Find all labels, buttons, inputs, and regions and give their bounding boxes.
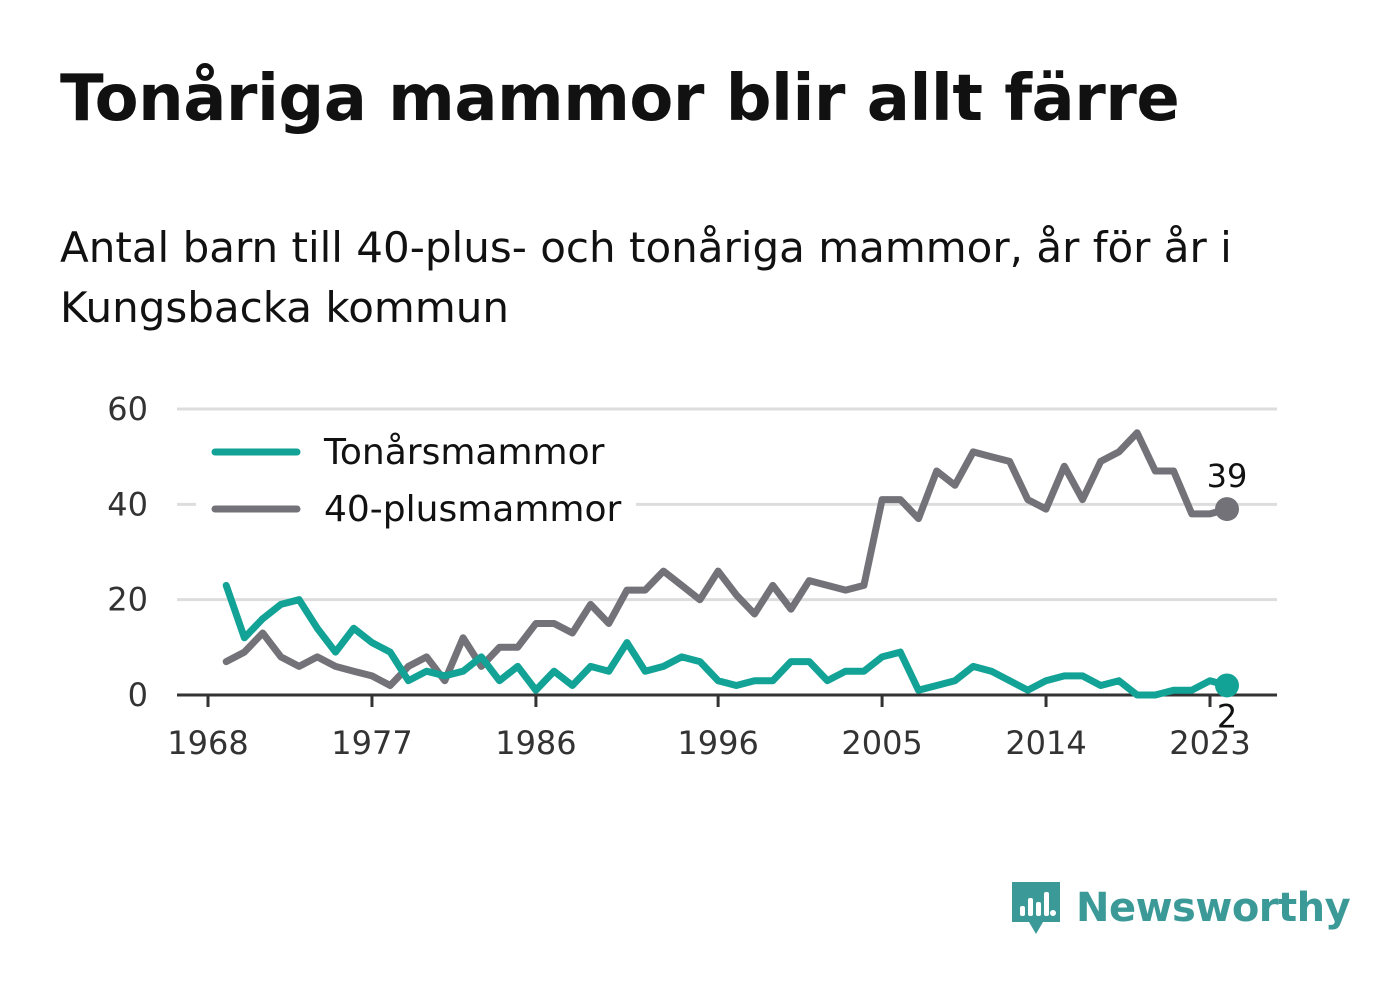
series-line (222, 581, 1231, 699)
end-label: 39 (1207, 457, 1248, 495)
legend-background (196, 424, 636, 538)
legend-label: Tonårsmammor (323, 432, 605, 473)
end-markers: 39 2 (1207, 457, 1248, 735)
x-tick-label: 1968 (167, 724, 248, 762)
end-label: 2 (1217, 697, 1237, 735)
end-point (1215, 497, 1239, 522)
chart-title: Tonåriga mammor blir allt färre (60, 62, 1180, 136)
y-tick-label: 0 (128, 676, 148, 714)
newsworthy-logo: Newsworthy (1010, 878, 1351, 938)
newsworthy-logo-icon (1012, 882, 1060, 934)
x-tick-label: 1996 (677, 724, 758, 762)
x-tick-label: 2023 (1169, 724, 1250, 762)
y-tick-label: 40 (107, 485, 148, 523)
chart-subtitle: Antal barn till 40-plus- och tonåriga ma… (60, 223, 1232, 332)
legend: Tonårsmammor 40-plusmammor (196, 424, 636, 538)
series-line (222, 429, 1231, 689)
x-tick-label: 2014 (1005, 724, 1086, 762)
y-tick-label: 20 (107, 581, 148, 619)
series-lines (222, 429, 1231, 699)
end-point (1215, 673, 1239, 698)
y-axis-ticks: 0 20 40 60 (107, 390, 148, 714)
x-tick-label: 2005 (841, 724, 922, 762)
brand-name: Newsworthy (1076, 885, 1351, 931)
x-tick-label: 1977 (331, 724, 412, 762)
y-tick-label: 60 (107, 390, 148, 428)
legend-label: 40-plusmammor (324, 489, 622, 530)
x-axis-ticks: 1968 1977 1986 1996 2005 2014 2023 (167, 695, 1251, 762)
x-tick-label: 1986 (495, 724, 576, 762)
